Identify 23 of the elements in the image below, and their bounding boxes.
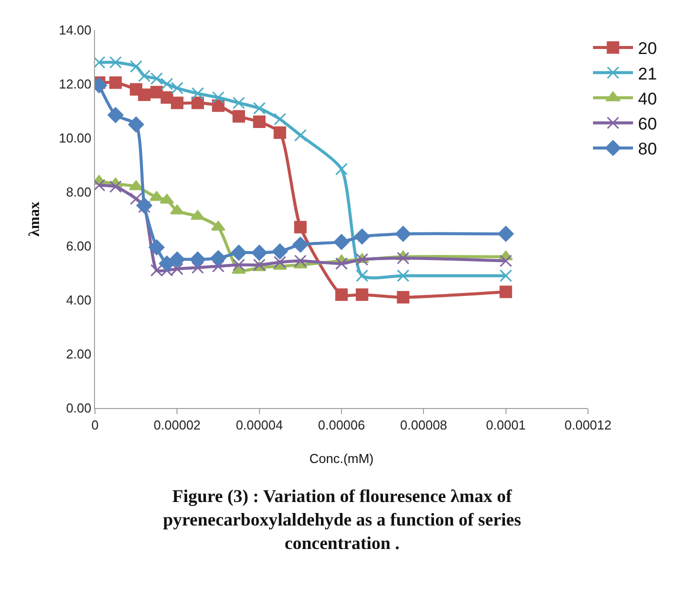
y-tick-label: 10.00 — [58, 130, 92, 146]
y-axis-title: λmax — [27, 201, 44, 236]
y-tick-label: 2.00 — [66, 346, 92, 362]
text: Figure (3) : Variation of flouresence λmax of pyrenecarboxylaldehyde as a function of series concentration . — [163, 486, 522, 553]
x-tick-label: 0.00008 — [400, 418, 448, 433]
legend-label: 20 — [638, 39, 657, 58]
x-tick-label: 0.0001 — [486, 418, 526, 433]
legend-label: 40 — [638, 89, 657, 108]
y-tick-label: 8.00 — [66, 184, 92, 200]
y-tick-label: 4.00 — [66, 292, 92, 308]
x-tick-label: 0.00006 — [318, 418, 365, 433]
x-tick-label: 0.00004 — [236, 418, 283, 433]
legend-label: 80 — [638, 140, 657, 159]
y-tick-label: 0.00 — [66, 400, 92, 416]
x-tick-label: 0 — [91, 418, 99, 433]
legend-label: 21 — [638, 64, 657, 84]
y-tick-label: 14.00 — [58, 22, 92, 38]
x-tick-label: 0.00002 — [154, 418, 201, 433]
y-tick-label: 6.00 — [66, 238, 92, 254]
y-tick-label: 12.00 — [58, 76, 92, 92]
x-axis-title: Conc.(mM) — [309, 451, 374, 466]
x-tick-label: 0.00012 — [564, 418, 612, 433]
legend-label: 60 — [638, 114, 657, 134]
